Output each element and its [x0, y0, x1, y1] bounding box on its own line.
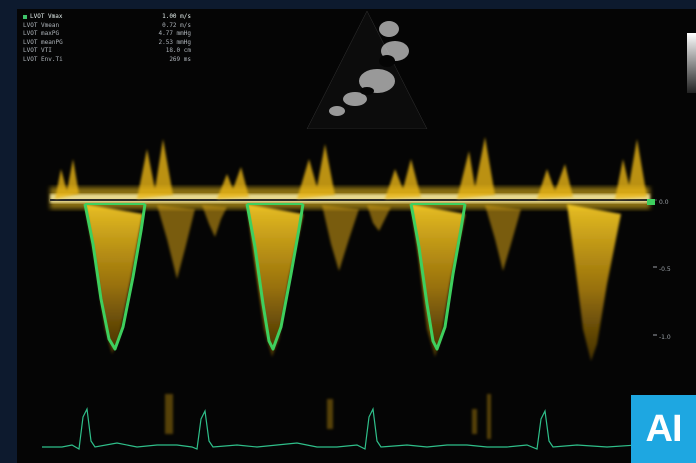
baseline-core [50, 194, 650, 203]
ecg-trace [42, 406, 638, 450]
measurement-value: 0.72 m/s [162, 21, 191, 29]
2d-echo-thumbnail [306, 11, 428, 129]
cursor-marker [647, 199, 655, 205]
ai-watermark-badge: AI [631, 395, 696, 463]
reverse-flow-noise [157, 205, 521, 279]
measurement-label: LVOT Env.Ti [23, 55, 63, 63]
measurement-row: LVOT maxPG 4.77 mmHg [23, 30, 191, 39]
active-marker-icon [23, 14, 27, 19]
ecg-region-noise [165, 394, 491, 439]
vti-trace-2 [245, 203, 305, 351]
measurement-row: LVOT Vmax 1.00 m/s [23, 13, 191, 22]
measurement-value: 2.53 mmHg [158, 38, 191, 46]
measurement-row: LVOT Vmean 0.72 m/s [23, 22, 191, 31]
measurement-value: 18.0 cm [165, 47, 191, 55]
forward-flow-noise [55, 137, 647, 199]
scale-label-2: -1.0 [659, 334, 671, 341]
lvot-envelopes [85, 204, 621, 361]
vti-trace-1 [83, 203, 147, 351]
measurement-value: 4.77 mmHg [158, 30, 191, 38]
measurement-value: 1.00 m/s [162, 13, 191, 20]
measurement-label: LVOT VTI [23, 47, 52, 55]
measurement-panel: LVOT Vmax 1.00 m/s LVOT Vmean 0.72 m/s L… [23, 13, 191, 65]
vti-traces [83, 203, 467, 351]
measurement-value: 269 ms [169, 55, 191, 63]
scale-label-1: -0.5 [659, 266, 671, 273]
measurement-row: LVOT VTI 18.0 cm [23, 47, 191, 56]
measurement-label: LVOT Vmean [23, 21, 60, 29]
envelope-1 [85, 204, 143, 354]
echo-display: 0.0 -0.5 -1.0 LVOT Vmax 1.00 m/s LVOT Vm… [17, 9, 696, 463]
measurement-label: LVOT maxPG [23, 30, 60, 38]
envelope-2 [247, 204, 303, 357]
measurement-row: LVOT meanPG 2.53 mmHg [23, 39, 191, 48]
doppler-spectrum: 0.0 -0.5 -1.0 [42, 137, 671, 450]
grayscale-bar [687, 33, 696, 93]
scale-label-0: 0.0 [659, 199, 669, 206]
measurement-label: LVOT Vmax [30, 13, 63, 20]
measurement-label: LVOT meanPG [23, 38, 63, 46]
envelope-3 [411, 204, 465, 357]
envelope-4 [567, 204, 621, 361]
vti-trace-3 [409, 203, 467, 351]
measurement-row: LVOT Env.Ti 269 ms [23, 56, 191, 65]
